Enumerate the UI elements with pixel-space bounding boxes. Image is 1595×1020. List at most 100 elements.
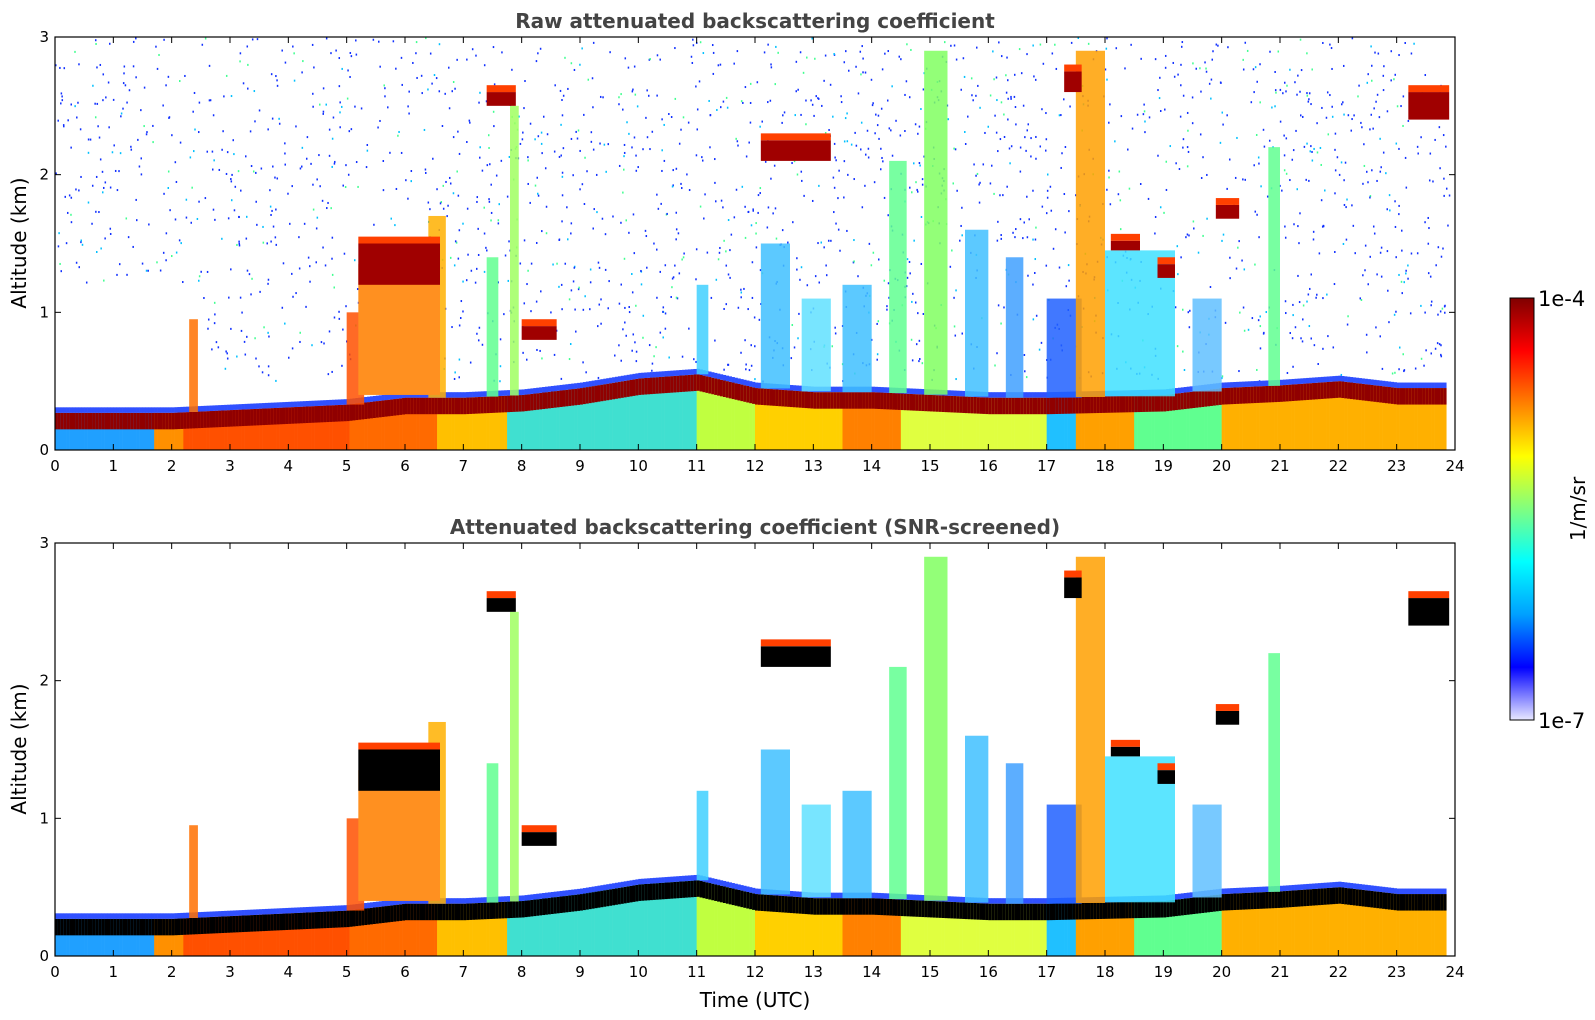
x-tick-label: 24 [1445, 457, 1464, 475]
bl-column [305, 912, 310, 956]
bl-column [927, 900, 931, 956]
noise-speckle [618, 344, 620, 347]
bl-fringe [1306, 377, 1310, 384]
noise-speckle [140, 109, 142, 112]
noise-speckle [165, 259, 167, 262]
bl-column [886, 898, 890, 956]
noise-speckle [238, 216, 240, 219]
noise-speckle [1015, 123, 1017, 126]
bl-top-band [769, 895, 773, 912]
bl-column [521, 900, 525, 956]
noise-speckle [1351, 118, 1353, 121]
bl-column [332, 911, 336, 956]
noise-speckle [570, 137, 573, 140]
bl-top-band [1303, 889, 1307, 907]
noise-speckle [671, 286, 673, 289]
noise-speckle [497, 219, 500, 222]
bl-fringe [1043, 898, 1047, 904]
bl-top-band [69, 918, 73, 936]
noise-speckle [1234, 176, 1237, 179]
bl-fringe [256, 403, 260, 409]
noise-speckle [493, 83, 496, 86]
bl-top-band [790, 390, 794, 408]
noise-speckle [632, 88, 634, 91]
x-tick-label: 0 [50, 457, 60, 475]
bl-fringe [273, 402, 277, 409]
bl-fringe [1390, 381, 1395, 388]
noise-speckle [1440, 355, 1443, 358]
noise-speckle [1346, 198, 1348, 201]
bl-fringe [55, 913, 59, 919]
noise-speckle [1388, 194, 1391, 197]
bl-column [221, 410, 225, 450]
bl-fringe [250, 909, 254, 916]
bl-top-band [355, 909, 359, 927]
bl-top-band [1402, 388, 1406, 405]
noise-speckle [1427, 216, 1429, 219]
bl-fringe [343, 399, 347, 405]
bl-column [536, 393, 540, 450]
noise-speckle [307, 256, 310, 259]
bl-top-band [673, 881, 677, 899]
bl-column [676, 881, 680, 956]
bl-top-band [1297, 384, 1301, 401]
noise-speckle [1000, 237, 1003, 240]
bl-column [629, 885, 633, 956]
x-tick-label: 20 [1212, 457, 1231, 475]
bl-top-band [1440, 388, 1444, 405]
bl-column [1215, 388, 1220, 450]
noise-speckle [1321, 225, 1324, 228]
noise-speckle [315, 227, 318, 230]
bl-fringe [740, 885, 744, 891]
bl-column [434, 903, 438, 956]
bl-fringe [1285, 379, 1290, 385]
bl-column [451, 397, 455, 450]
bl-column [1271, 891, 1275, 956]
bl-top-band [816, 898, 820, 915]
bl-column [1099, 902, 1103, 956]
noise-speckle [1258, 162, 1260, 165]
bl-column [279, 407, 283, 450]
bl-top-band [924, 900, 928, 918]
bl-top-band [454, 903, 458, 921]
noise-speckle [1266, 195, 1269, 198]
bl-fringe [197, 406, 202, 412]
cloud-edge [1064, 64, 1082, 72]
noise-speckle [1010, 97, 1012, 100]
noise-speckle [1409, 312, 1412, 315]
bl-top-band [206, 411, 210, 428]
noise-speckle [818, 281, 821, 284]
bl-fringe [752, 381, 756, 388]
bl-fringe [833, 892, 837, 899]
noise-speckle [1297, 225, 1299, 228]
noise-speckle [961, 206, 963, 209]
bl-column [448, 397, 452, 450]
noise-speckle [1187, 311, 1190, 314]
bl-top-band [591, 892, 595, 909]
bl-fringe [1332, 376, 1336, 382]
noise-speckle [960, 224, 962, 227]
bl-top-band [154, 412, 158, 430]
bl-column [256, 408, 260, 450]
bl-column [518, 395, 522, 450]
noise-speckle [476, 267, 478, 270]
bl-fringe [1355, 377, 1360, 384]
noise-speckle [298, 267, 301, 270]
bl-fringe [722, 374, 727, 381]
bl-column [1119, 901, 1123, 956]
bl-column [941, 395, 945, 450]
noise-speckle [622, 328, 624, 331]
bl-column [235, 409, 240, 450]
bl-fringe [69, 407, 73, 413]
bl-top-band [1072, 397, 1077, 414]
bl-top-band [352, 403, 356, 421]
noise-speckle [917, 312, 919, 315]
noise-speckle [579, 63, 581, 66]
bl-fringe [792, 385, 797, 391]
noise-speckle [1407, 264, 1409, 267]
bl-fringe [297, 907, 301, 913]
bl-fringe [232, 404, 237, 410]
bl-top-band [822, 898, 826, 915]
noise-speckle [236, 355, 238, 358]
bl-fringe [370, 396, 374, 402]
